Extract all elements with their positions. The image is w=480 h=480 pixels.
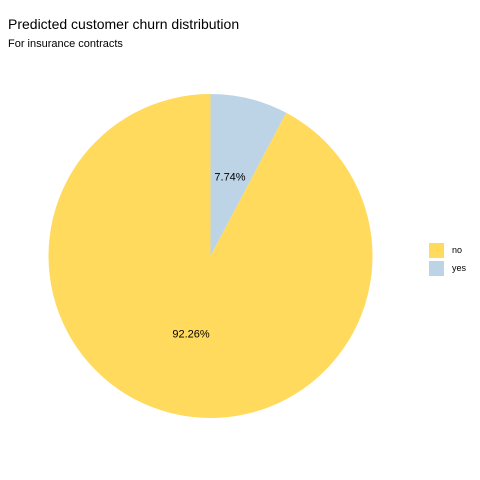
pie-slices xyxy=(48,94,373,418)
legend-key-yes xyxy=(429,260,444,276)
chart-title: Predicted customer churn distribution xyxy=(8,16,240,32)
legend-label-no: no xyxy=(452,244,463,255)
pie-labels: 7.74% 92.26% xyxy=(172,171,245,340)
chart-subtitle: For insurance contracts xyxy=(8,38,123,50)
pie-slice-no xyxy=(48,94,373,418)
pie-label-yes: 7.74% xyxy=(214,171,245,183)
legend: no yes xyxy=(429,241,466,277)
pie-slice-yes xyxy=(210,94,287,256)
legend-label-yes: yes xyxy=(452,262,467,273)
pie-label-no: 92.26% xyxy=(172,329,210,341)
legend-item-no: no xyxy=(429,241,466,259)
legend-key-no xyxy=(429,242,444,258)
legend-item-yes: yes xyxy=(429,259,466,277)
